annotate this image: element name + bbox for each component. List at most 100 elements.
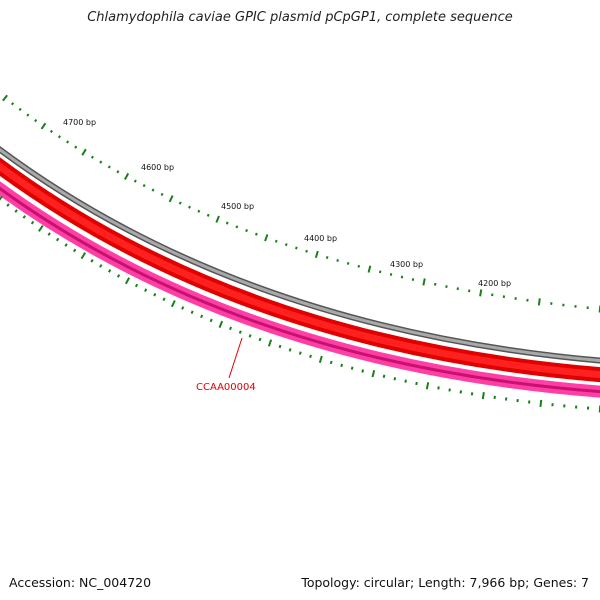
tick-mark: [309, 354, 312, 359]
tick-mark: [393, 377, 397, 381]
tick-mark: [74, 145, 78, 149]
tick-mark: [49, 129, 53, 134]
tick-mark: [258, 337, 262, 342]
scale-label: 4300 bp: [390, 260, 423, 269]
tick-mark: [411, 278, 415, 281]
scale-label: 4600 bp: [141, 163, 174, 172]
scale-label: 4700 bp: [63, 118, 96, 127]
tick-mark: [47, 232, 51, 236]
tick-mark: [382, 374, 386, 378]
tick-mark: [116, 274, 121, 278]
tick-mark: [400, 275, 404, 279]
tick-mark: [238, 330, 242, 334]
tick-mark: [389, 273, 393, 276]
tick-mark: [81, 148, 87, 156]
tick-mark: [325, 255, 329, 259]
tick-mark: [116, 170, 120, 174]
tick-mark: [0, 195, 3, 201]
tick-mark: [108, 269, 112, 273]
scale-label: 4500 bp: [221, 202, 254, 211]
tick-mark: [22, 215, 26, 219]
gene-callout-line: [228, 337, 243, 379]
tick-mark: [437, 386, 440, 390]
tick-mark: [124, 277, 131, 285]
tick-mark: [481, 392, 485, 400]
tick-mark: [144, 288, 148, 292]
tick-mark: [357, 264, 361, 268]
tick-mark: [433, 282, 437, 286]
tick-mark: [278, 344, 282, 349]
tick-mark: [336, 259, 339, 262]
tick-mark: [178, 201, 182, 205]
tick-mark: [225, 221, 229, 225]
tick-mark: [80, 252, 86, 260]
tick-mark: [422, 278, 426, 286]
tick-mark: [57, 135, 61, 139]
tick-mark: [107, 165, 111, 169]
tick-mark: [245, 229, 248, 233]
tick-mark: [34, 118, 38, 123]
accession-text: Accession: NC_004720: [9, 575, 152, 590]
tick-mark: [188, 205, 191, 209]
tick-mark: [64, 243, 68, 247]
tick-mark: [124, 172, 130, 180]
tick-mark: [218, 320, 224, 329]
summary-text: Topology: circular; Length: 7,966 bp; Ge…: [301, 575, 589, 590]
tick-mark: [235, 225, 239, 229]
tick-mark: [209, 318, 213, 323]
tick-mark: [329, 360, 333, 365]
scale-label: 4400 bp: [304, 234, 337, 243]
tick-mark: [90, 155, 94, 159]
tick-mark: [288, 348, 292, 352]
tick-mark: [38, 224, 44, 232]
tick-mark: [425, 382, 430, 390]
tick-mark: [14, 209, 18, 213]
tick-mark: [305, 249, 308, 253]
tick-mark: [298, 351, 302, 355]
tick-mark: [30, 220, 35, 225]
tick-mark: [134, 283, 139, 288]
tick-mark: [248, 334, 252, 338]
tick-mark: [181, 306, 185, 310]
tick-mark: [26, 113, 30, 117]
tick-mark: [40, 122, 47, 130]
scale-label: 4200 bp: [478, 279, 511, 288]
tick-mark: [200, 314, 204, 319]
tick-mark: [197, 209, 201, 213]
tick-mark: [168, 195, 174, 203]
tick-mark: [346, 261, 350, 265]
tick-mark: [73, 248, 77, 253]
tick-mark: [295, 246, 298, 250]
tick-mark: [371, 370, 376, 378]
tick-mark: [99, 264, 103, 268]
tick-mark: [361, 369, 365, 373]
tick-mark: [6, 203, 10, 207]
tick-mark: [190, 310, 194, 315]
tick-mark: [206, 213, 210, 217]
cds-track: [0, 157, 600, 383]
tick-mark: [170, 300, 176, 308]
tick-mark: [415, 381, 418, 386]
tick-mark: [459, 390, 463, 394]
tick-mark: [448, 388, 451, 392]
tick-mark: [160, 192, 164, 197]
tick-mark: [318, 355, 323, 364]
tick-mark: [215, 215, 220, 223]
tick-mark: [10, 102, 15, 106]
tick-mark: [66, 140, 70, 144]
tick-mark: [274, 239, 278, 243]
outer-tick-ring: [2, 94, 600, 313]
tick-mark: [404, 379, 407, 383]
tick-mark: [284, 243, 288, 247]
tick-mark: [229, 326, 233, 331]
tick-mark: [350, 366, 354, 370]
tick-mark: [255, 232, 258, 236]
tick-mark: [264, 234, 269, 242]
tick-mark: [99, 160, 103, 164]
tick-mark: [162, 297, 166, 302]
tick-mark: [18, 107, 22, 112]
tick-mark: [142, 184, 146, 188]
tick-mark: [340, 363, 343, 368]
tick-mark: [153, 292, 157, 297]
tick-mark: [267, 339, 273, 347]
